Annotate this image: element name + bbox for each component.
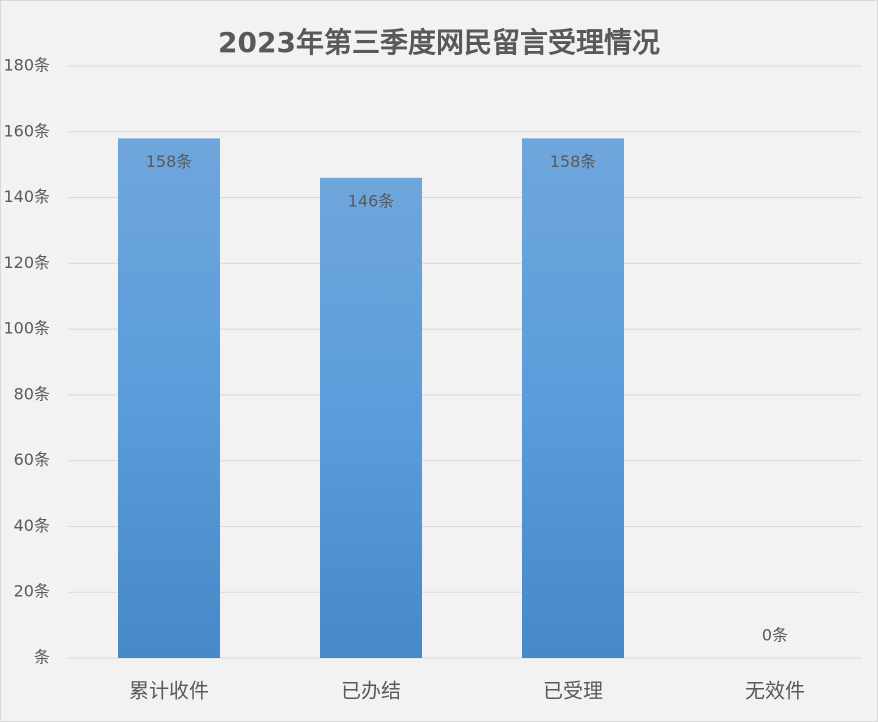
y-tick-label: 20条: [14, 582, 50, 601]
y-tick-label: 140条: [3, 187, 50, 206]
x-tick-label: 已受理: [543, 679, 603, 703]
x-tick-label: 累计收件: [129, 679, 209, 703]
bar: [118, 138, 220, 658]
x-tick-label: 已办结: [341, 679, 401, 703]
y-tick-label: 60条: [14, 450, 50, 469]
chart-title: 2023年第三季度网民留言受理情况: [218, 26, 660, 59]
data-label: 146条: [348, 191, 395, 210]
bar: [320, 177, 422, 659]
y-tick-label: 条: [34, 648, 50, 667]
y-tick-label: 80条: [14, 384, 50, 403]
data-label: 0条: [762, 626, 788, 645]
y-tick-label: 100条: [3, 319, 50, 338]
data-label: 158条: [550, 152, 597, 171]
data-label: 158条: [146, 152, 193, 171]
bar: [522, 138, 624, 658]
y-tick-label: 120条: [3, 253, 50, 272]
y-tick-label: 180条: [3, 56, 50, 75]
y-tick-label: 160条: [3, 121, 50, 140]
x-tick-label: 无效件: [745, 679, 805, 703]
y-tick-label: 40条: [14, 516, 50, 535]
